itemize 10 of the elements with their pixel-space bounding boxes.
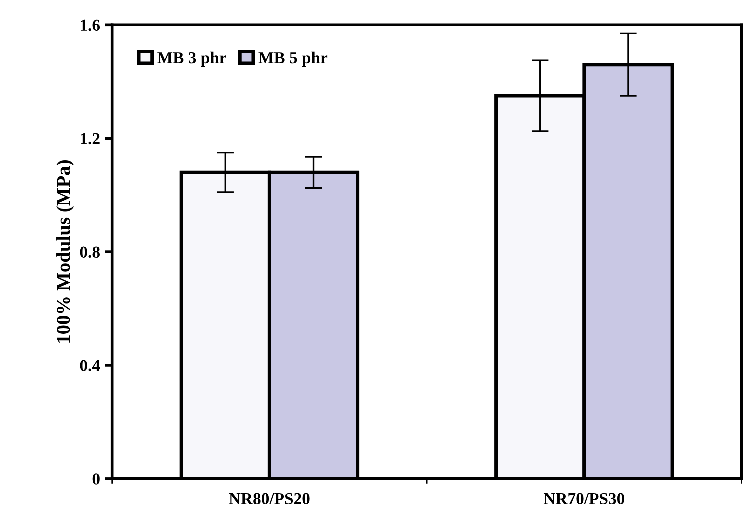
y-tick-label: 1.2	[81, 133, 100, 145]
y-axis-title: 100% Modulus (MPa)	[56, 160, 74, 343]
x-tick-label: NR80/PS20	[229, 493, 310, 505]
legend-label: MB 5 phr	[258, 52, 328, 68]
x-tick-label: NR70/PS30	[544, 493, 625, 505]
y-tick-label: 0	[92, 474, 100, 485]
y-tick-label: 0.8	[80, 246, 100, 258]
legend-label: MB 3 phr	[158, 52, 226, 68]
y-tick-label: 0.4	[80, 360, 100, 372]
y-tick-label: 1.6	[81, 20, 100, 32]
